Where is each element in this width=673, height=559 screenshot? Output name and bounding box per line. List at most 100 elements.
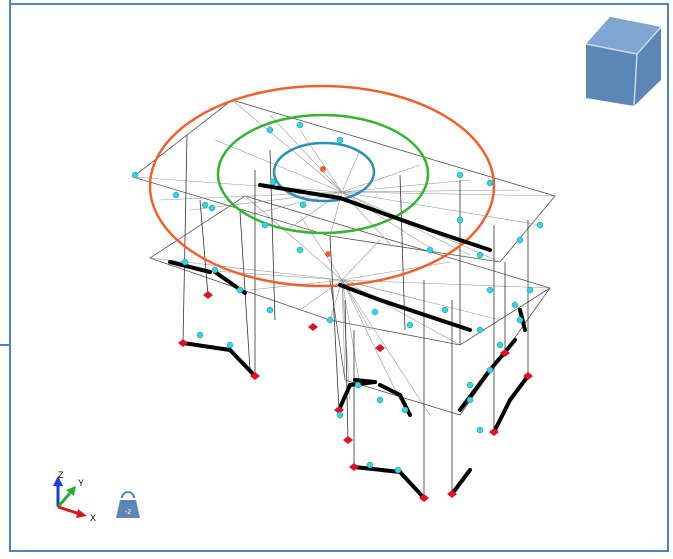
weight-handle — [121, 491, 135, 499]
beam — [338, 283, 382, 302]
z-arrow — [53, 476, 63, 486]
load-case-icon[interactable]: -2 — [116, 491, 140, 518]
node — [236, 286, 244, 294]
node — [201, 201, 209, 209]
column — [199, 199, 209, 296]
ray — [341, 239, 381, 281]
nodes — [131, 121, 544, 474]
load-case-label: -2 — [125, 509, 131, 516]
node — [486, 366, 494, 374]
ray — [199, 269, 343, 281]
cube-top — [586, 17, 661, 54]
node — [406, 321, 414, 329]
node — [486, 179, 494, 187]
support — [250, 372, 260, 380]
node — [536, 221, 544, 229]
green-orbit — [216, 113, 430, 235]
beam — [338, 196, 432, 232]
support — [308, 323, 318, 331]
node — [466, 381, 474, 389]
node — [196, 331, 204, 339]
x-label: X — [90, 513, 96, 523]
node — [269, 178, 277, 186]
ray — [341, 279, 361, 386]
blue-orbit — [272, 141, 376, 203]
beam — [508, 374, 530, 402]
support — [334, 406, 344, 414]
node — [486, 286, 494, 294]
ray — [341, 191, 556, 197]
node — [476, 426, 484, 434]
ray — [299, 214, 343, 281]
ray — [269, 114, 343, 193]
node — [426, 246, 434, 254]
node — [131, 171, 139, 179]
beam — [398, 470, 426, 500]
node — [296, 246, 304, 254]
y-label: Y — [78, 478, 84, 488]
z-label: Z — [58, 470, 64, 480]
column — [269, 149, 276, 321]
ray — [341, 191, 541, 226]
beam — [352, 465, 402, 474]
node — [299, 201, 307, 209]
ray — [341, 189, 521, 193]
node — [511, 301, 519, 309]
column — [344, 299, 349, 441]
beam — [228, 348, 257, 378]
node — [456, 216, 464, 224]
ray — [341, 279, 431, 416]
frame — [9, 3, 669, 552]
x-arrow — [76, 509, 87, 518]
node — [354, 381, 362, 389]
supports — [178, 291, 533, 502]
support — [523, 372, 533, 380]
view-cube[interactable] — [585, 17, 662, 107]
node — [476, 251, 484, 259]
beam — [398, 393, 412, 417]
beam — [181, 341, 232, 352]
node — [326, 316, 334, 324]
orange-orbit — [148, 84, 496, 288]
node — [516, 236, 524, 244]
column — [399, 174, 406, 331]
support — [447, 490, 457, 498]
ray — [299, 129, 343, 193]
node — [516, 316, 524, 324]
x-axis — [57, 505, 81, 516]
center-point — [325, 251, 331, 257]
node — [336, 136, 344, 144]
node — [466, 396, 474, 404]
cube-edge — [633, 53, 638, 107]
beam — [337, 383, 352, 412]
support — [343, 436, 353, 444]
ray — [341, 279, 346, 381]
node — [208, 204, 216, 212]
beam — [353, 378, 377, 384]
ray — [341, 279, 401, 401]
column — [329, 235, 340, 411]
ray — [132, 176, 343, 193]
beam — [492, 398, 512, 434]
support — [203, 291, 213, 299]
node — [526, 286, 534, 294]
node — [181, 258, 189, 266]
weight-body — [116, 500, 140, 518]
y-axis — [56, 492, 72, 508]
support — [500, 349, 510, 357]
ray — [244, 195, 343, 281]
node — [266, 126, 274, 134]
axis-triad: Z Y X — [53, 470, 96, 523]
node — [172, 191, 180, 199]
node — [476, 326, 484, 334]
node — [376, 396, 384, 404]
center-point — [320, 166, 326, 172]
node — [336, 411, 344, 419]
ray — [341, 279, 461, 346]
ray — [214, 139, 343, 193]
support — [489, 428, 499, 436]
beam — [378, 298, 472, 332]
support — [375, 344, 385, 352]
